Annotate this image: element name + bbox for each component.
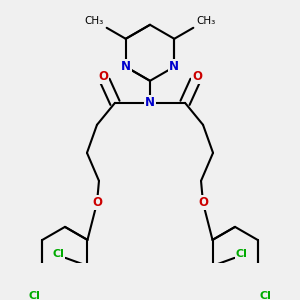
Text: O: O: [198, 196, 208, 209]
Text: N: N: [121, 60, 131, 73]
Text: CH₃: CH₃: [196, 16, 216, 26]
Text: Cl: Cl: [236, 249, 247, 259]
Text: O: O: [92, 196, 102, 209]
Text: Cl: Cl: [28, 291, 40, 300]
Text: N: N: [169, 60, 179, 73]
Text: N: N: [145, 96, 155, 109]
Text: O: O: [192, 70, 202, 83]
Text: O: O: [98, 70, 108, 83]
Text: CH₃: CH₃: [84, 16, 104, 26]
Text: Cl: Cl: [52, 249, 64, 259]
Text: Cl: Cl: [260, 291, 272, 300]
